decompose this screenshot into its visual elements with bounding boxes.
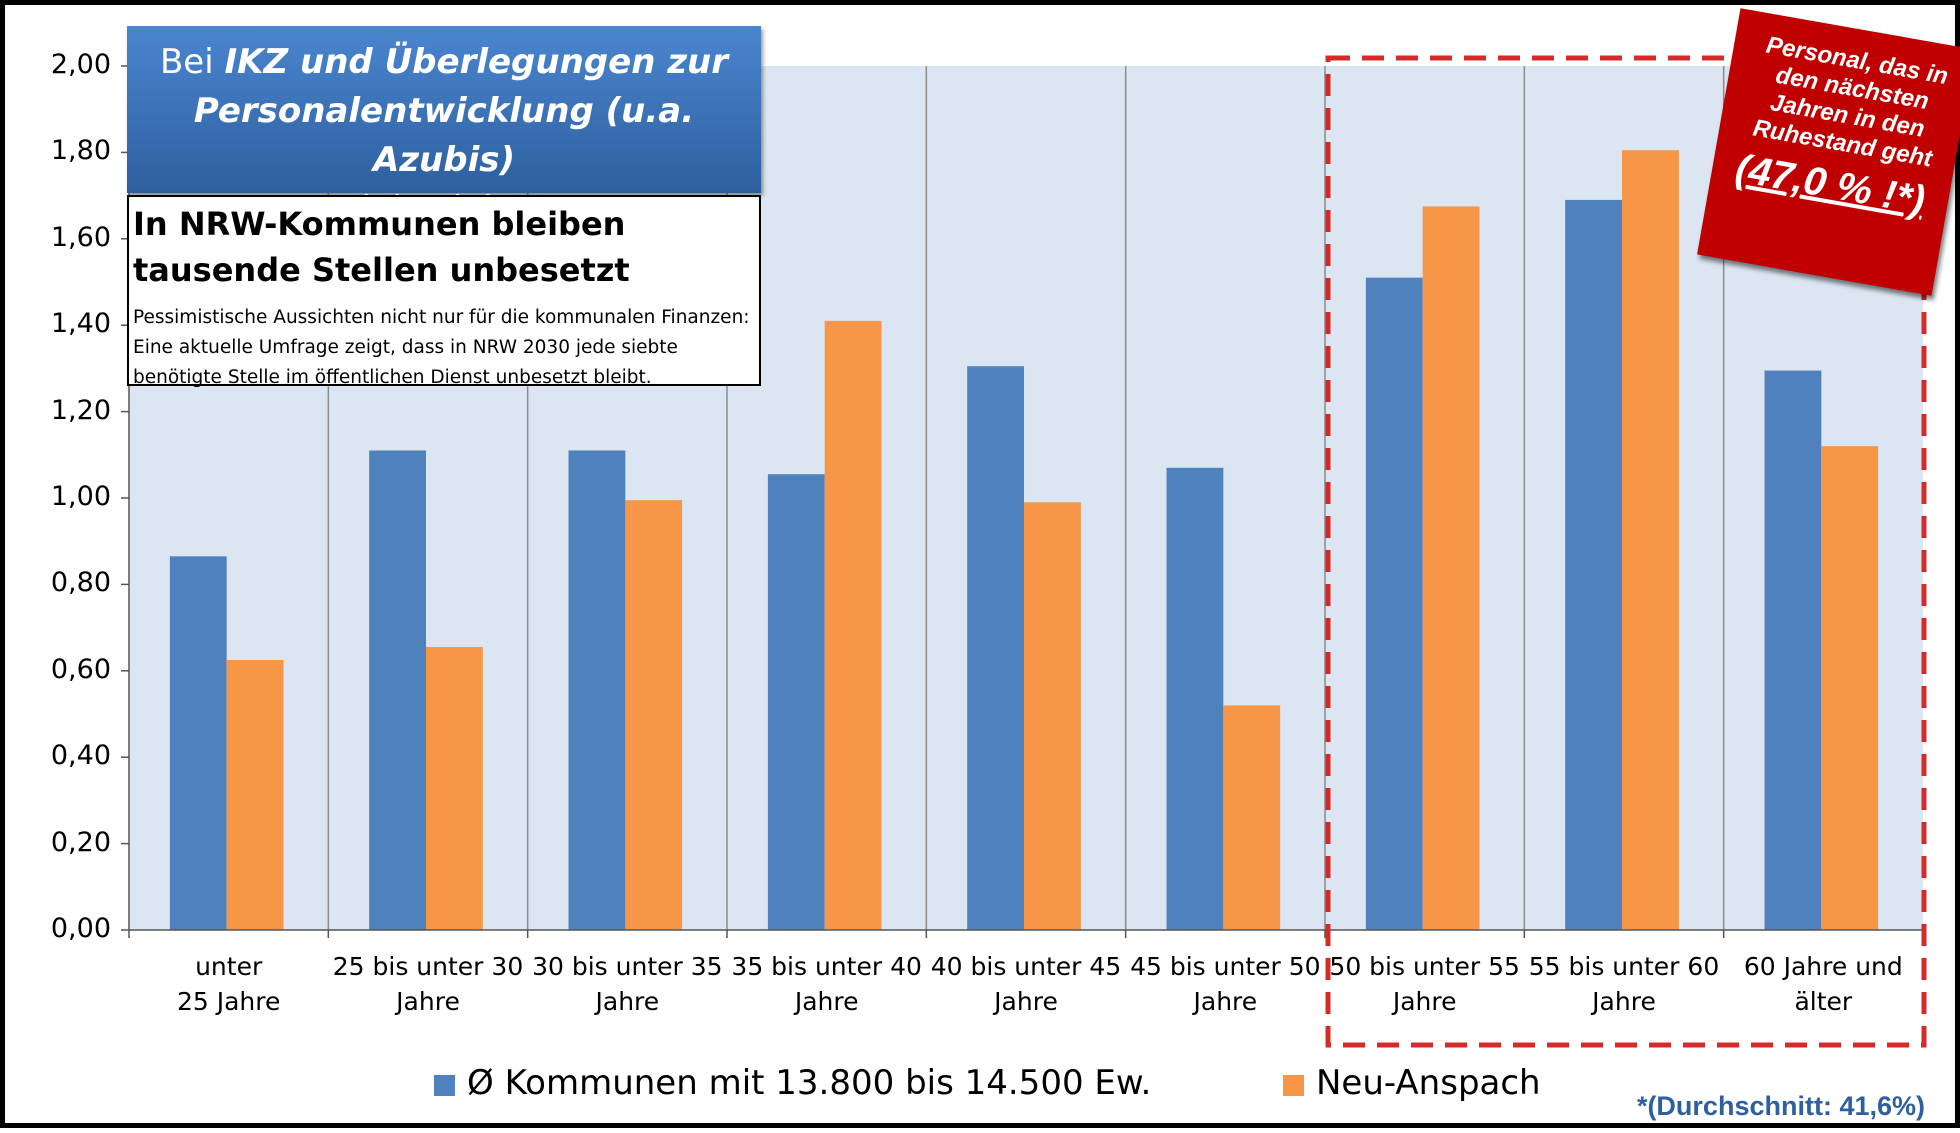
legend-label: Neu-Anspach (1316, 1063, 1541, 1103)
bar (1422, 206, 1480, 930)
bar (1223, 705, 1281, 930)
chart (121, 55, 1927, 1048)
y-tick-label: 1,60 (50, 221, 111, 253)
bar (369, 450, 427, 930)
y-tick-label: 0,40 (50, 740, 111, 772)
badge: Personal, das in den nächsten Jahren in … (1697, 8, 1960, 296)
y-tick-label: 1,00 (50, 481, 111, 512)
bar (967, 366, 1025, 930)
bar (169, 556, 227, 930)
legend-swatch (434, 1075, 455, 1096)
y-tick-label: 0,80 (50, 567, 111, 599)
x-tick-label: 35 bis unter 40 Jahre (731, 952, 922, 1016)
x-tick-label: 50 bis unter 55 Jahre (1329, 952, 1520, 1016)
bar (824, 320, 882, 930)
y-tick-label: 0,60 (50, 653, 111, 685)
y-tick-label: 0,20 (50, 826, 111, 858)
callout-emphasis: IKZ und Überlegungen zur Personalentwick… (193, 42, 729, 180)
bar (1166, 467, 1224, 930)
footnote: *(Durchschnitt: 41,6%) (1636, 1091, 1925, 1121)
legend-swatch (1283, 1075, 1304, 1096)
bar (1024, 502, 1081, 930)
y-tick-label: 2,00 (50, 49, 111, 80)
bar (568, 450, 626, 930)
bar (625, 500, 683, 930)
y-tick-label: 0,00 (50, 913, 111, 944)
bar (1622, 150, 1679, 931)
y-tick-label: 1,80 (50, 135, 111, 167)
bar (1365, 277, 1423, 930)
x-tick-label: 55 bis unter 60 Jahre (1528, 952, 1720, 1016)
y-tick-label: 1,40 (50, 308, 111, 340)
bar (767, 474, 825, 930)
bar (226, 660, 284, 930)
y-tick-label: 1,20 (50, 394, 111, 426)
x-tick-label: unter 25 Jahre (176, 952, 281, 1016)
x-tick-label: 40 bis unter 45 Jahre (930, 952, 1122, 1016)
news-body: Pessimistische Aussichten nicht nur für … (133, 307, 750, 388)
highlight-frame (1325, 55, 1927, 1048)
bar (1764, 370, 1822, 930)
x-tick-label: 30 bis unter 35 Jahre (532, 952, 723, 1016)
bar (426, 647, 483, 930)
bar (1821, 446, 1879, 930)
x-tick-label: 60 Jahre und älter (1743, 952, 1903, 1016)
callout-prefix: Bei (159, 42, 214, 82)
bar (1565, 199, 1623, 931)
callout: Bei IKZ und Überlegungen zur Personalent… (127, 26, 761, 229)
news-box: In NRW-Kommunen bleiben tausende Stellen… (127, 195, 761, 388)
x-tick-label: 25 bis unter 30 Jahre (332, 952, 524, 1016)
legend-label: Ø Kommunen mit 13.800 bis 14.500 Ew. (467, 1063, 1152, 1103)
x-tick-label: 45 bis unter 50 Jahre (1130, 952, 1321, 1016)
news-headline: In NRW-Kommunen bleiben tausende Stellen… (133, 205, 630, 289)
